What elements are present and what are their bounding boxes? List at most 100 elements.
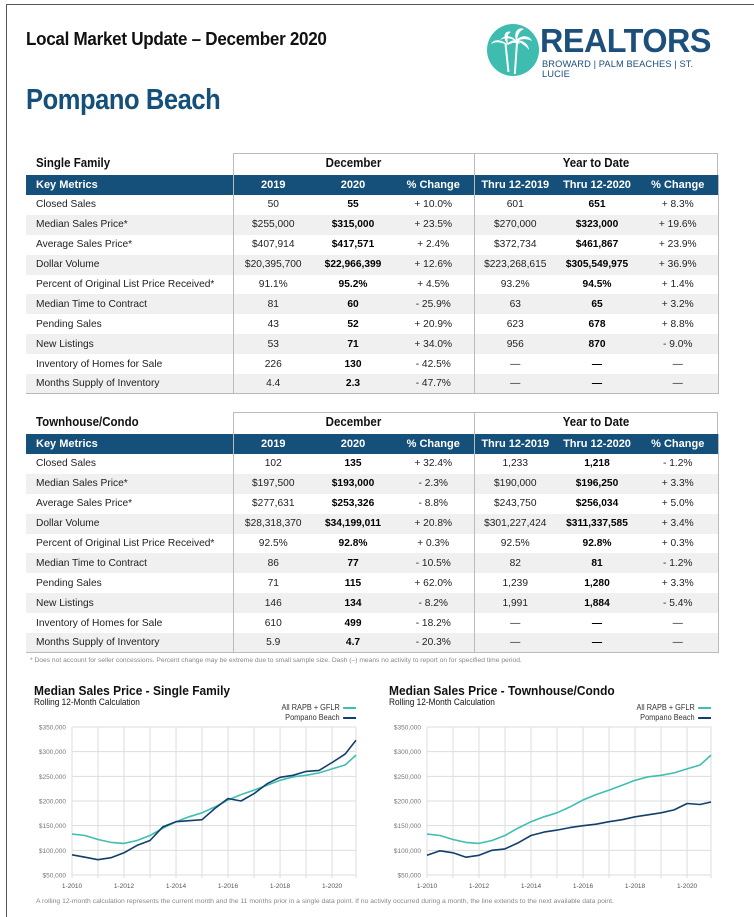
metric-value: - 5.4% xyxy=(638,593,719,614)
metric-value: 5.9 xyxy=(232,633,313,654)
metric-value: 1,239 xyxy=(473,573,556,594)
y-tick-label: $50,000 xyxy=(43,873,67,880)
metric-value: + 20.8% xyxy=(414,518,453,530)
metric-value: + 32.4% xyxy=(414,458,453,470)
metric-value: - 9.0% xyxy=(638,334,719,355)
group-year-to-date: Year to Date xyxy=(562,415,630,429)
metric-label: Pending Sales xyxy=(36,318,102,330)
metric-value: 1,218 xyxy=(584,458,610,470)
column-header: Thru 12-2020 xyxy=(563,179,631,191)
table-row: Dollar Volume $20,395,700 $22,966,399 + 12.… xyxy=(26,254,719,275)
metric-value: 4.7 xyxy=(313,633,393,654)
table-row: Average Sales Price* $407,914 $417,571 + 2.… xyxy=(26,234,719,255)
metric-value: + 19.6% xyxy=(638,214,719,235)
metric-value: 623 xyxy=(473,314,556,335)
x-tick-label: 1-2018 xyxy=(625,883,646,890)
metric-value: $372,734 xyxy=(473,234,556,255)
column-header: Key Metrics xyxy=(36,438,98,450)
table-row: Dollar Volume $28,318,370 $34,199,011 + 20.… xyxy=(26,513,719,534)
metric-value: $315,000 xyxy=(331,219,375,231)
table-row: Median Time to Contract 86 77 - 10.5% 82 81 - … xyxy=(26,553,719,574)
metric-value: 146 xyxy=(232,593,313,614)
table-row: Months Supply of Inventory 5.9 4.7- 20.3% —… xyxy=(26,633,719,654)
metric-value: 81 xyxy=(232,294,313,315)
logo-wordmark: REALTORS xyxy=(540,22,711,59)
metric-value: 1,991 xyxy=(473,593,556,614)
metric-value: 93.2% xyxy=(473,274,556,295)
legend-swatch-teal xyxy=(343,706,356,709)
metric-value: — xyxy=(473,374,556,395)
legend-swatch-navy xyxy=(343,716,356,719)
table-row: Median Sales Price* $197,500 $193,000 - 2.3… xyxy=(26,473,719,494)
metric-value: — xyxy=(556,374,638,395)
metric-value: + 34.0% xyxy=(414,338,453,350)
metric-value: 102 xyxy=(232,454,313,474)
metric-label: Dollar Volume xyxy=(36,518,100,530)
metric-value: 50 xyxy=(232,195,313,215)
table-row: Closed Sales 50 55 + 10.0% 601 651 + 8.3% xyxy=(26,195,719,215)
chart-subtitle: Rolling 12-Month Calculation xyxy=(34,697,140,707)
group-december: December xyxy=(325,156,382,170)
table-row: Inventory of Homes for Sale 226 130 - 42.5%… xyxy=(26,354,719,375)
metric-label: Months Supply of Inventory xyxy=(26,374,233,395)
metric-label: Median Sales Price* xyxy=(36,219,128,231)
metric-value: + 5.0% xyxy=(638,493,719,514)
x-tick-label: 1-2014 xyxy=(166,883,187,890)
legend-swatch-teal xyxy=(698,706,711,709)
legend-item-pompano: Pompano Beach xyxy=(640,713,711,722)
table-row: Inventory of Homes for Sale 610 499 - 18.2%… xyxy=(26,613,719,634)
metric-value: 1,884 xyxy=(584,597,610,609)
x-tick-label: 1-2014 xyxy=(521,883,542,890)
metric-value: $196,250 xyxy=(575,478,619,490)
single-family-metrics-table: Key Metrics 2019 2020 % Change Thru 12-2019 T… xyxy=(26,175,719,395)
metric-value: 81 xyxy=(591,557,603,569)
table-row: Pending Sales 71 115 + 62.0% 1,239 1,280 + 3.3… xyxy=(26,573,719,594)
table-group-header: Townhouse/Condo December Year to Date xyxy=(26,412,718,434)
table-row: Percent of Original List Price Received*… xyxy=(26,533,719,554)
metric-value: $305,549,975 xyxy=(565,259,629,271)
chart-subtitle: Rolling 12-Month Calculation xyxy=(389,697,495,707)
metric-value: + 2.4% xyxy=(417,239,450,251)
metric-value: $323,000 xyxy=(575,219,619,231)
palm-tree-icon xyxy=(487,24,539,76)
y-tick-label: $250,000 xyxy=(394,774,421,781)
column-header: Thru 12-2020 xyxy=(563,438,631,450)
metric-value: $34,199,011 xyxy=(324,518,382,530)
metric-label: Percent of Original List Price Received* xyxy=(36,538,215,549)
townhouse-condo-metrics-table: Key Metrics 2019 2020 % Change Thru 12-2019 T… xyxy=(26,434,719,654)
report-title: Local Market Update – December 2020 xyxy=(26,28,327,49)
metric-label: Median Sales Price* xyxy=(36,478,128,490)
metric-label: Months Supply of Inventory xyxy=(26,633,233,654)
page-frame xyxy=(6,4,754,917)
y-tick-label: $150,000 xyxy=(39,823,66,830)
legend-item-all-rapb: All RAPB + GFLR xyxy=(636,703,711,712)
x-tick-label: 1-2010 xyxy=(417,883,438,890)
metric-label: Inventory of Homes for Sale xyxy=(36,358,163,370)
metric-label: New Listings xyxy=(36,338,94,350)
metric-value: $255,000 xyxy=(232,214,313,235)
metric-value: 4.4 xyxy=(232,374,313,395)
metric-value: $193,000 xyxy=(331,478,375,490)
realtors-logo: REALTORS BROWARD | PALM BEACHES | ST. LU… xyxy=(487,22,722,79)
metric-value: $223,268,615 xyxy=(473,254,556,275)
metric-value: 610 xyxy=(232,613,313,634)
metric-value: - 25.9% xyxy=(415,298,451,310)
metric-value: — xyxy=(638,354,719,375)
x-tick-label: 1-2020 xyxy=(677,883,698,890)
line-plot: $350,000 $300,000 $250,000 $200,000 $150,000… xyxy=(394,725,712,890)
metric-value: 71 xyxy=(232,573,313,594)
y-tick-label: $150,000 xyxy=(394,823,421,830)
metric-value: 63 xyxy=(473,294,556,315)
metric-label: New Listings xyxy=(36,597,94,609)
metric-value: — xyxy=(556,633,638,654)
y-tick-label: $300,000 xyxy=(394,749,421,756)
metric-value: 95.2% xyxy=(338,279,368,290)
metric-value: 226 xyxy=(232,354,313,375)
metric-value: $417,571 xyxy=(331,239,375,251)
column-header: % Change xyxy=(638,175,719,195)
metric-value: - 47.7% xyxy=(393,374,474,395)
series-line-all-rapb xyxy=(71,754,357,845)
metric-value: + 4.5% xyxy=(417,279,450,290)
metric-value: 134 xyxy=(344,597,362,609)
metric-value: 82 xyxy=(473,553,556,574)
